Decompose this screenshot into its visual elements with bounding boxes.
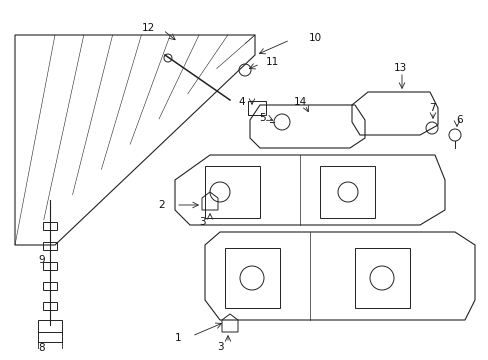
Text: 5: 5 <box>258 113 265 123</box>
Text: 11: 11 <box>265 57 278 67</box>
Text: 8: 8 <box>39 343 45 353</box>
Text: 3: 3 <box>198 217 205 227</box>
Text: 2: 2 <box>159 200 165 210</box>
Text: 10: 10 <box>308 33 321 43</box>
Text: 7: 7 <box>428 103 434 113</box>
Text: 13: 13 <box>392 63 406 73</box>
Bar <box>204 166 260 218</box>
Bar <box>43 242 57 250</box>
Text: 12: 12 <box>141 23 154 33</box>
Bar <box>43 302 57 310</box>
Bar <box>247 101 265 115</box>
Text: 9: 9 <box>39 255 45 265</box>
Text: 14: 14 <box>293 97 306 107</box>
Bar <box>354 248 409 308</box>
Text: 4: 4 <box>238 97 245 107</box>
Bar <box>43 282 57 290</box>
Text: 3: 3 <box>216 342 223 352</box>
Text: 1: 1 <box>174 333 181 343</box>
Bar <box>38 320 62 332</box>
Text: 6: 6 <box>456 115 462 125</box>
Bar <box>43 262 57 270</box>
Bar <box>319 166 374 218</box>
Bar <box>224 248 280 308</box>
Bar <box>43 222 57 230</box>
